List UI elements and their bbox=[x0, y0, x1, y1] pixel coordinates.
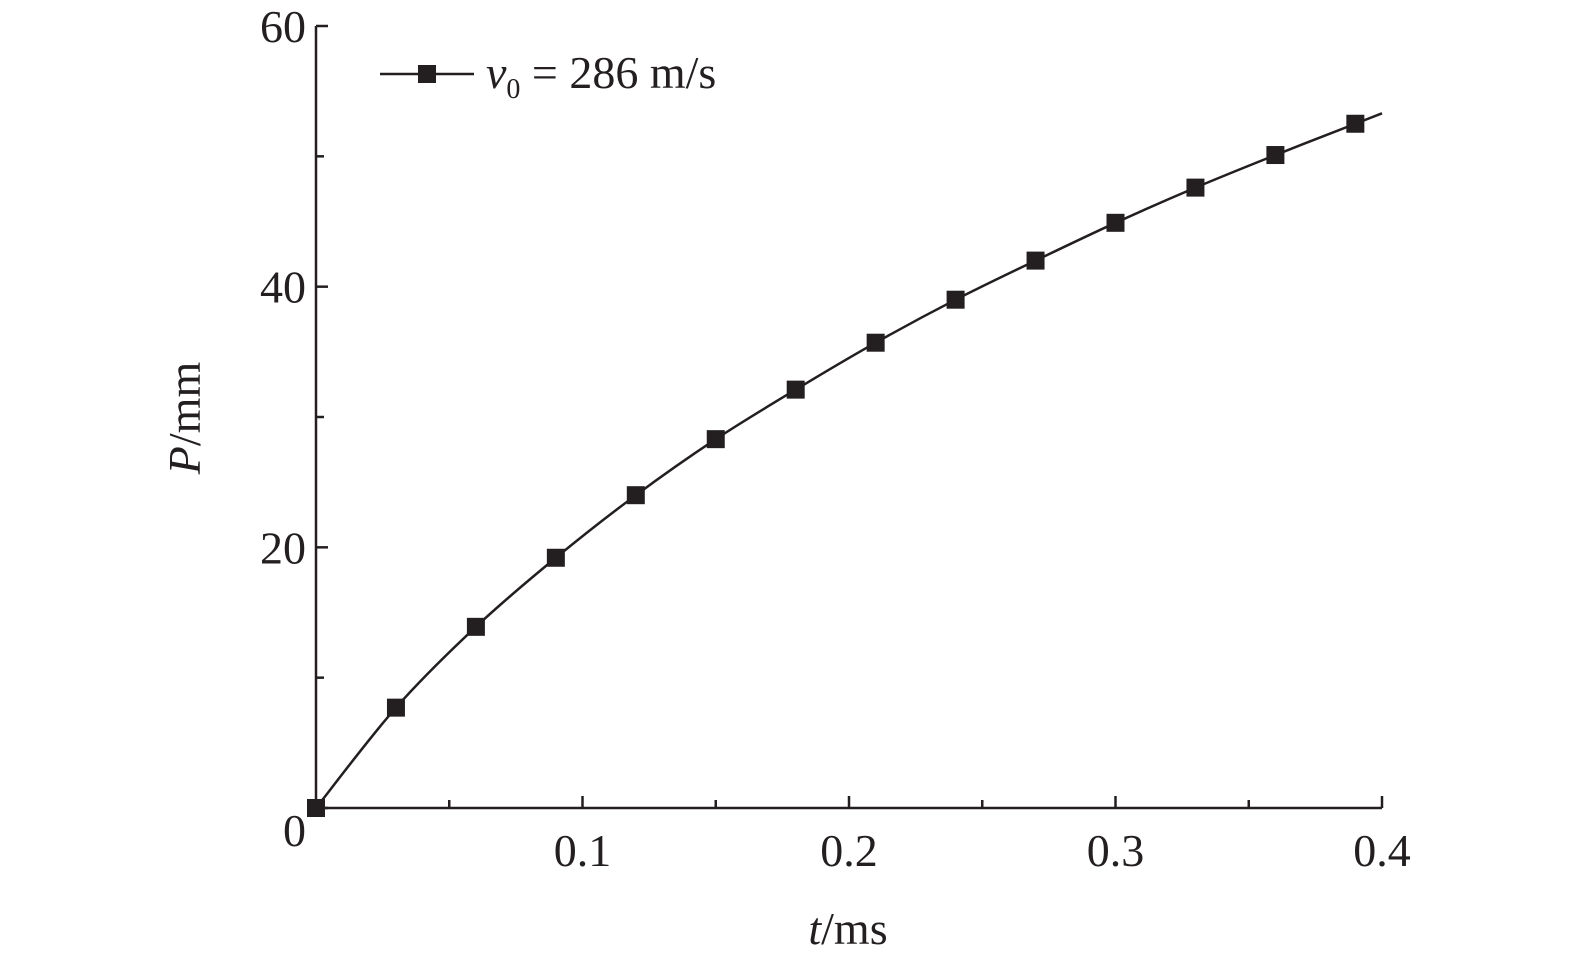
data-point-marker bbox=[946, 290, 965, 309]
data-point-marker bbox=[546, 548, 565, 567]
data-point-marker bbox=[1026, 251, 1045, 270]
data-point-marker bbox=[1106, 213, 1125, 232]
y-tick-label: 20 bbox=[260, 522, 306, 573]
y-tick-label: 0 bbox=[283, 805, 306, 856]
data-point-marker bbox=[786, 380, 805, 399]
legend-symbol: v bbox=[486, 47, 507, 98]
data-point-marker bbox=[307, 799, 325, 817]
legend-marker bbox=[418, 65, 436, 83]
y-axis-label-unit: /mm bbox=[159, 362, 210, 447]
y-axis-label: P/mm bbox=[159, 362, 210, 476]
x-axis-label-unit: /ms bbox=[821, 903, 887, 954]
legend-subscript: 0 bbox=[506, 74, 520, 105]
data-point-marker bbox=[866, 333, 885, 352]
y-tick-label: 40 bbox=[260, 262, 306, 313]
legend-value: = 286 m/s bbox=[520, 47, 716, 98]
x-tick-label: 0.3 bbox=[1087, 825, 1145, 876]
data-point-marker bbox=[466, 617, 485, 636]
legend: v0 = 286 m/s bbox=[380, 47, 716, 105]
y-axis-label-var: P bbox=[159, 446, 210, 475]
data-point-marker bbox=[1346, 114, 1365, 133]
data-point-marker bbox=[706, 430, 725, 449]
x-axis-label-var: t bbox=[808, 903, 822, 954]
plot-area bbox=[307, 112, 1383, 817]
data-point-marker bbox=[386, 698, 405, 717]
data-point-marker bbox=[1186, 178, 1205, 197]
data-point-marker bbox=[626, 486, 645, 505]
x-tick-label: 0.4 bbox=[1353, 825, 1411, 876]
axes bbox=[314, 26, 1382, 810]
y-ticks: 0 20 40 60 bbox=[260, 1, 328, 856]
x-ticks: 0.1 0.2 0.3 0.4 bbox=[448, 796, 1411, 876]
legend-label: v0 = 286 m/s bbox=[486, 47, 716, 105]
y-tick-label: 60 bbox=[260, 1, 306, 52]
series-line bbox=[315, 112, 1383, 809]
x-tick-label: 0.2 bbox=[820, 825, 878, 876]
x-axis-label: t/ms bbox=[808, 903, 887, 954]
x-tick-label: 0.1 bbox=[554, 825, 612, 876]
data-point-marker bbox=[1266, 146, 1285, 165]
